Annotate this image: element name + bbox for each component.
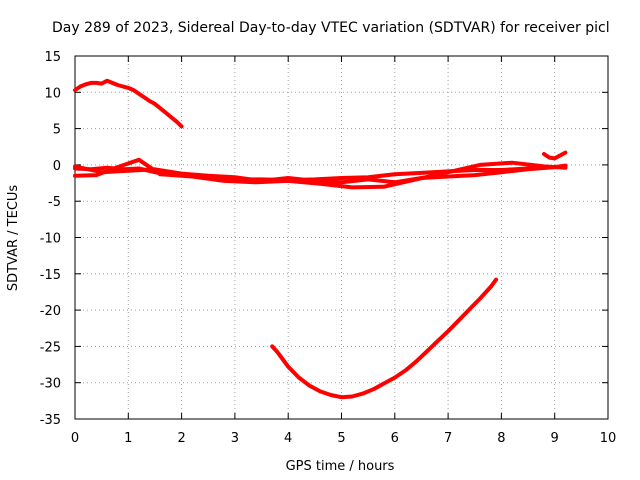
y-tick-label: -20	[40, 304, 61, 319]
y-tick-label: -5	[48, 195, 61, 210]
grid-layer	[75, 56, 608, 419]
series-line-satellite-track-high	[73, 78, 184, 129]
x-tick-label: 2	[177, 431, 185, 446]
series-line-satellite-track-near-zero-b	[73, 157, 568, 190]
x-axis-label: GPS time / hours	[286, 459, 395, 474]
x-tick-label: 0	[71, 431, 79, 446]
y-tick-label: 5	[53, 123, 61, 138]
y-tick-label: 15	[44, 50, 61, 65]
x-tick-label: 9	[551, 431, 559, 446]
x-tick-label: 6	[391, 431, 399, 446]
x-tick-label: 5	[337, 431, 345, 446]
x-tick-label: 1	[124, 431, 132, 446]
series-line-satellite-track-near-zero-c	[73, 163, 568, 185]
x-tick-label: 8	[497, 431, 505, 446]
x-tick-label: 7	[444, 431, 452, 446]
series-line-satellite-track-low	[270, 277, 499, 400]
y-axis-label: SDTVAR / TECUs	[6, 185, 21, 292]
y-tick-label: -30	[40, 377, 61, 392]
tick-layer: 0 1 2 3 4 5 6 7 8 9 10 15 10 5 0 -5 -10 -15 -20 -25 -30 -35	[40, 50, 617, 446]
series-line-satellite-track-short	[542, 150, 568, 161]
x-tick-label: 10	[600, 431, 617, 446]
x-tick-label: 3	[231, 431, 239, 446]
chart-title: Day 289 of 2023, Sidereal Day-to-day VTE…	[52, 20, 610, 36]
y-tick-label: -25	[40, 340, 61, 355]
y-tick-label: -15	[40, 268, 61, 283]
y-tick-label: -10	[40, 232, 61, 247]
y-tick-label: 10	[44, 86, 61, 101]
y-tick-label: 0	[53, 159, 61, 174]
x-tick-label: 4	[284, 431, 292, 446]
series-layer	[73, 78, 568, 400]
y-tick-label: -35	[40, 413, 61, 428]
